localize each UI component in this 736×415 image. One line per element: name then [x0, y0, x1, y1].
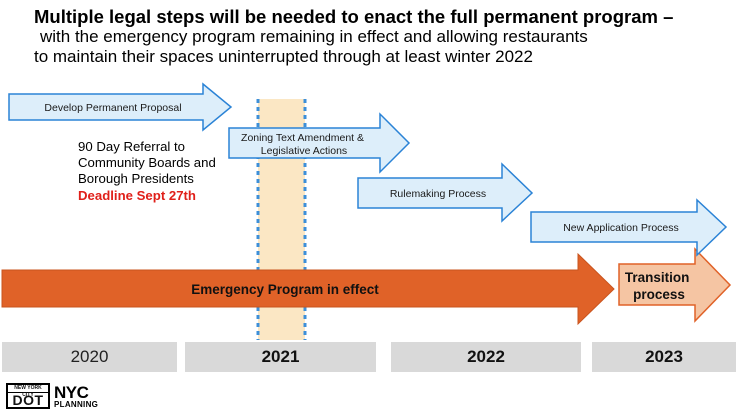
step-label-rulemaking: Rulemaking Process [390, 188, 486, 200]
headline: Multiple legal steps will be needed to e… [34, 6, 724, 66]
step-label-zoning-line-2: Legislative Actions [261, 145, 347, 157]
nyc-logo-text: NYC [54, 382, 89, 402]
transition-label-line-2: process [633, 287, 685, 302]
year-bar-2022: 2022 [391, 342, 581, 372]
step-label-new-application: New Application Process [563, 222, 679, 234]
step-label-zoning-line-1: Zoning Text Amendment & [241, 132, 364, 144]
referral-line-3: Borough Presidents [78, 171, 194, 187]
emergency-program-label: Emergency Program in effect [191, 282, 379, 297]
headline-bold: Multiple legal steps will be needed to e… [34, 6, 674, 27]
step-label-develop-proposal: Develop Permanent Proposal [44, 102, 181, 114]
nyc-planning-logo: NYC PLANNING [54, 384, 98, 409]
dot-logo-main-text: DOT [12, 392, 44, 408]
dot-logo: NEW YORK CITY DOT [6, 383, 50, 409]
year-bar-2023: 2023 [592, 342, 736, 372]
footer-logos: NEW YORK CITY DOT NYC PLANNING [6, 383, 98, 409]
step-arrow-rulemaking [357, 162, 534, 223]
year-bar-2020: 2020 [2, 342, 177, 372]
step-arrow-zoning-text [228, 112, 411, 174]
transition-arrow [618, 247, 732, 323]
step-arrow-develop-proposal [8, 82, 233, 132]
referral-line-2: Community Boards and [78, 155, 216, 171]
year-bar-2021: 2021 [185, 342, 376, 372]
referral-line-1: 90 Day Referral to [78, 139, 186, 154]
step-label-zoning-text: Zoning Text Amendment & Legislative Acti… [241, 132, 367, 157]
referral-note: 90 Day Referral to Community Boards and … [78, 139, 248, 204]
step-arrow-new-application [530, 198, 728, 257]
headline-line-2: with the emergency program remaining in … [40, 27, 588, 46]
headline-line-3: to maintain their spaces uninterrupted t… [34, 46, 533, 66]
dot-logo-top-text: NEW YORK CITY [8, 385, 48, 398]
planning-logo-text: PLANNING [54, 399, 99, 409]
transition-label-line-1: Transition [625, 270, 690, 285]
emergency-program-arrow [1, 252, 615, 326]
transition-label: Transition process [625, 270, 693, 302]
referral-deadline: Deadline Sept 27th [78, 187, 196, 203]
